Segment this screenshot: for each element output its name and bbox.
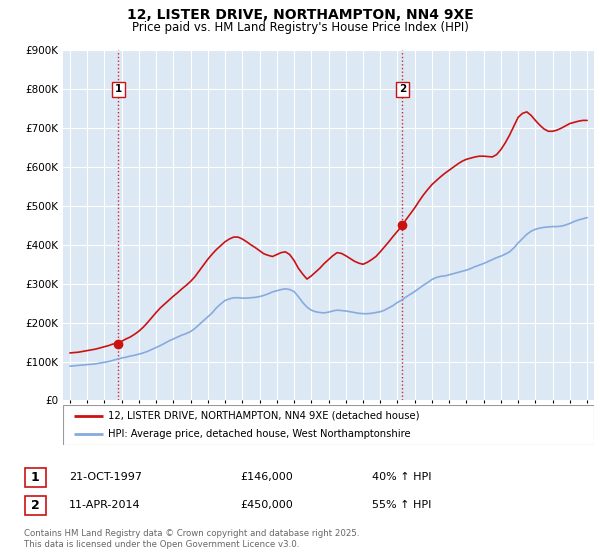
Text: 21-OCT-1997: 21-OCT-1997 (69, 472, 142, 482)
Text: 12, LISTER DRIVE, NORTHAMPTON, NN4 9XE (detached house): 12, LISTER DRIVE, NORTHAMPTON, NN4 9XE (… (108, 411, 419, 421)
Text: 40% ↑ HPI: 40% ↑ HPI (372, 472, 431, 482)
Text: £450,000: £450,000 (240, 500, 293, 510)
Text: HPI: Average price, detached house, West Northamptonshire: HPI: Average price, detached house, West… (108, 430, 411, 439)
Text: 2: 2 (398, 85, 406, 94)
FancyBboxPatch shape (25, 496, 46, 515)
FancyBboxPatch shape (63, 405, 594, 445)
Text: Price paid vs. HM Land Registry's House Price Index (HPI): Price paid vs. HM Land Registry's House … (131, 21, 469, 34)
Text: £146,000: £146,000 (240, 472, 293, 482)
Text: 1: 1 (115, 85, 122, 94)
Text: 2: 2 (31, 498, 40, 512)
Text: 55% ↑ HPI: 55% ↑ HPI (372, 500, 431, 510)
FancyBboxPatch shape (25, 468, 46, 487)
Text: 11-APR-2014: 11-APR-2014 (69, 500, 140, 510)
Text: Contains HM Land Registry data © Crown copyright and database right 2025.
This d: Contains HM Land Registry data © Crown c… (24, 529, 359, 549)
Text: 12, LISTER DRIVE, NORTHAMPTON, NN4 9XE: 12, LISTER DRIVE, NORTHAMPTON, NN4 9XE (127, 8, 473, 22)
Text: 1: 1 (31, 470, 40, 484)
